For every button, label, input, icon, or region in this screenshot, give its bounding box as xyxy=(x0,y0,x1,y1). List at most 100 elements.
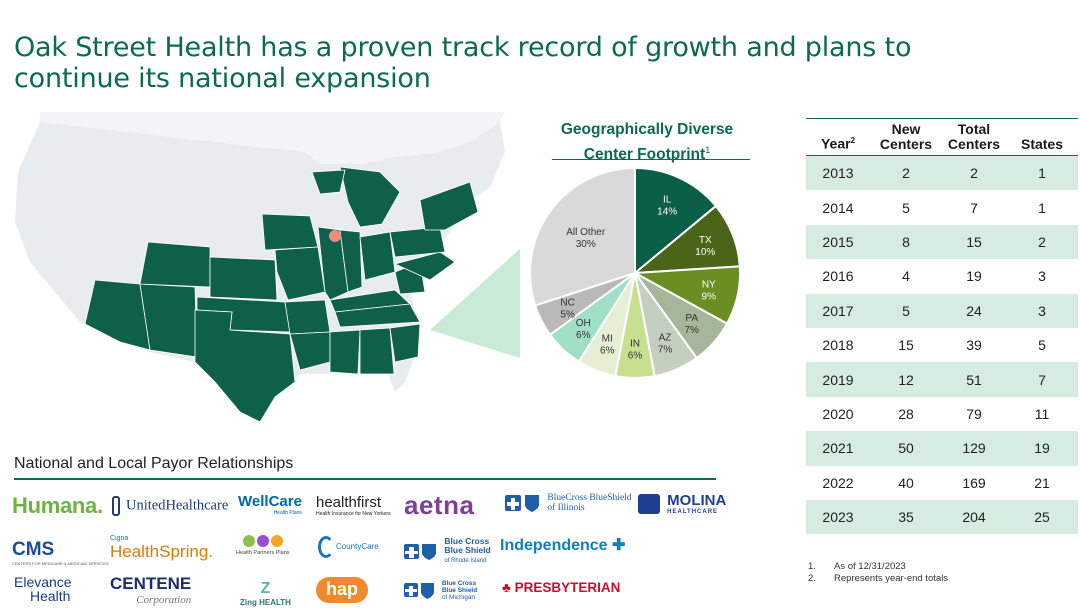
pie-label: IN xyxy=(630,339,640,350)
pie-value-label: 7% xyxy=(658,344,673,355)
bcbs-rhode-island-logo: Blue Cross Blue Shield of Rhode Island xyxy=(402,537,491,566)
cell-new-centers: 28 xyxy=(898,405,914,422)
cms-logo: CMS CENTERS FOR MEDICARE & MEDICAID SERVI… xyxy=(12,539,109,566)
table-row: 2019 12 51 7 xyxy=(806,362,1078,397)
wellcare-logo: WellCare Health Plans xyxy=(238,493,302,516)
cell-states: 7 xyxy=(1038,371,1046,388)
cell-year: 2013 xyxy=(822,165,854,182)
countycare-logo: CountyCare xyxy=(318,536,379,558)
page-title: Oak Street Health has a proven track rec… xyxy=(14,32,912,94)
cell-total-centers: 7 xyxy=(970,199,978,216)
healthfirst-logo: healthfirst Health Insurance for New York… xyxy=(316,494,391,517)
cell-new-centers: 8 xyxy=(902,233,910,250)
cell-total-centers: 79 xyxy=(966,405,982,422)
countycare-c-icon xyxy=(318,536,334,558)
zing-z-icon: Z xyxy=(260,580,271,597)
pie-value-label: 6% xyxy=(628,351,643,362)
cell-year: 2019 xyxy=(822,371,854,388)
cell-new-centers: 4 xyxy=(902,268,910,285)
cell-states: 5 xyxy=(1038,337,1046,354)
independence-cross-icon: ✚ xyxy=(612,537,626,554)
cell-year: 2020 xyxy=(822,405,854,422)
pie-label: MI xyxy=(602,333,613,344)
payor-section-rule xyxy=(14,478,716,480)
table-row: 2014 5 7 1 xyxy=(806,190,1078,224)
growth-table: Year2 New Centers Total Centers States 201… xyxy=(806,118,1078,535)
cell-total-centers: 24 xyxy=(966,302,982,319)
cell-states: 3 xyxy=(1038,302,1046,319)
cell-states: 1 xyxy=(1038,199,1046,216)
table-header: Year2 New Centers Total Centers States xyxy=(806,118,1078,156)
header-states: States xyxy=(1020,136,1064,152)
table-row: 2017 5 24 3 xyxy=(806,293,1078,328)
pie-title-rule xyxy=(552,159,750,160)
pie-label: AZ xyxy=(659,332,672,343)
cell-year: 2021 xyxy=(822,440,854,457)
payor-section-title: National and Local Payor Relationships xyxy=(14,455,294,472)
presbyterian-mark-icon: ♣ xyxy=(502,580,511,595)
cell-states: 2 xyxy=(1038,233,1046,250)
table-row: 2013 2 2 1 xyxy=(806,156,1078,191)
cell-total-centers: 51 xyxy=(966,371,982,388)
header-new-centers: New Centers xyxy=(879,121,933,152)
cell-year: 2014 xyxy=(822,199,854,216)
cell-states: 25 xyxy=(1034,509,1050,526)
zing-health-logo: Z Zing HEALTH xyxy=(240,580,291,607)
pie-value-label: 6% xyxy=(576,330,591,341)
cell-total-centers: 129 xyxy=(962,440,986,457)
chicago-hq-marker xyxy=(329,230,341,242)
bcbs-cross-shield-icon xyxy=(505,495,539,512)
cell-states: 21 xyxy=(1034,474,1050,491)
pie-label: IL xyxy=(663,195,672,206)
bcbs-cross-shield-icon xyxy=(404,582,434,599)
pie-value-label: 30% xyxy=(576,239,596,250)
cell-new-centers: 5 xyxy=(902,199,910,216)
uhc-mark-icon xyxy=(112,496,120,516)
hap-logo: hap xyxy=(316,577,368,603)
pie-label: NY xyxy=(702,279,716,290)
bcbs-cross-shield-icon xyxy=(404,543,436,560)
cell-new-centers: 40 xyxy=(898,474,914,491)
cell-states: 1 xyxy=(1038,165,1046,182)
cell-year: 2017 xyxy=(822,302,854,319)
pie-slice-all-other xyxy=(529,168,636,307)
table-row: 2021 50 129 19 xyxy=(806,431,1078,466)
pie-callout-wedge xyxy=(430,248,520,358)
table-row: 2016 4 19 3 xyxy=(806,259,1078,293)
bcbs-michigan-logo: Blue Cross Blue Shield of Michigan xyxy=(402,580,477,601)
centene-logo: CENTENE Corporation xyxy=(110,574,192,606)
cell-year: 2018 xyxy=(822,337,854,354)
pie-value-label: 14% xyxy=(657,207,677,218)
elevance-health-logo: Elevance Health xyxy=(14,574,72,604)
covered-states xyxy=(84,166,479,423)
cell-year: 2016 xyxy=(822,268,854,285)
cell-year: 2015 xyxy=(822,233,854,250)
canada-background xyxy=(40,112,505,164)
pie-label: All Other xyxy=(566,227,606,238)
cell-new-centers: 12 xyxy=(898,371,914,388)
independence-logo: Independence ✚ xyxy=(500,537,626,554)
cell-total-centers: 39 xyxy=(966,337,982,354)
aetna-logo: aetna xyxy=(404,490,475,520)
cell-total-centers: 19 xyxy=(966,268,982,285)
us-map xyxy=(15,112,520,423)
cell-states: 3 xyxy=(1038,268,1046,285)
cell-total-centers: 2 xyxy=(970,165,978,182)
table-body: 2013 2 2 1 2014 5 7 1 2015 8 15 2 2016 4 19 3 2017 5 24 3 20… xyxy=(806,156,1078,535)
cigna-healthspring-logo: Cigna HealthSpring. xyxy=(110,535,214,561)
humana-logo: Humana. xyxy=(12,493,103,518)
presbyterian-logo: ♣ PRESBYTERIAN xyxy=(502,580,621,595)
table-row: 2022 40 169 21 xyxy=(806,466,1078,500)
cell-total-centers: 169 xyxy=(962,474,986,491)
header-total-centers: Total Centers xyxy=(947,121,1001,152)
footnotes: 1. As of 12/31/2023 2. Represents year-end… xyxy=(808,561,948,585)
pie-value-label: 10% xyxy=(695,247,715,258)
cell-new-centers: 5 xyxy=(902,302,910,319)
table-row: 2018 15 39 5 xyxy=(806,328,1078,362)
cell-states: 19 xyxy=(1034,440,1050,457)
pie-label: PA xyxy=(685,313,698,324)
cell-new-centers: 2 xyxy=(902,165,910,182)
cell-year: 2022 xyxy=(822,474,854,491)
cell-total-centers: 204 xyxy=(962,509,986,526)
footnote: 1. As of 12/31/2023 xyxy=(808,561,906,572)
